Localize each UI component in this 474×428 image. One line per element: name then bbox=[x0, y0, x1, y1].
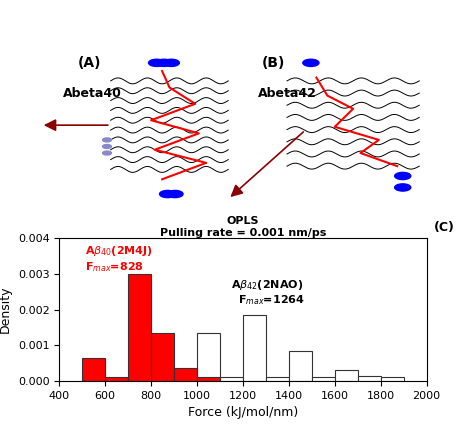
Circle shape bbox=[156, 59, 172, 66]
Bar bbox=[197, 333, 220, 381]
Text: Abeta40: Abeta40 bbox=[63, 87, 122, 101]
Bar bbox=[243, 315, 266, 381]
Bar bbox=[151, 333, 174, 381]
Bar bbox=[128, 274, 151, 381]
Text: Abeta42: Abeta42 bbox=[258, 87, 317, 101]
X-axis label: Force (kJ/mol/nm): Force (kJ/mol/nm) bbox=[188, 406, 298, 419]
Circle shape bbox=[102, 138, 111, 142]
Circle shape bbox=[102, 151, 111, 155]
Bar bbox=[82, 358, 105, 381]
Circle shape bbox=[102, 145, 111, 149]
Bar bbox=[289, 351, 312, 381]
Circle shape bbox=[148, 59, 164, 66]
Circle shape bbox=[160, 190, 176, 198]
Circle shape bbox=[395, 184, 411, 191]
Bar bbox=[220, 377, 243, 381]
Text: A$\beta_{42}$(2NAO): A$\beta_{42}$(2NAO) bbox=[231, 277, 304, 291]
Text: F$_{max}$=828: F$_{max}$=828 bbox=[84, 260, 143, 273]
Text: A$\beta_{40}$(2M4J): A$\beta_{40}$(2M4J) bbox=[84, 244, 152, 258]
Bar bbox=[174, 369, 197, 381]
Bar bbox=[266, 377, 289, 381]
Text: (A): (A) bbox=[78, 56, 101, 70]
Title: OPLS
Pulling rate = 0.001 nm/ps: OPLS Pulling rate = 0.001 nm/ps bbox=[160, 216, 326, 238]
Bar bbox=[358, 376, 381, 381]
Circle shape bbox=[167, 190, 183, 198]
Bar bbox=[381, 377, 404, 381]
Y-axis label: Density: Density bbox=[0, 286, 12, 333]
Text: (C): (C) bbox=[434, 221, 455, 234]
Bar bbox=[312, 377, 335, 381]
Bar bbox=[105, 377, 128, 381]
Circle shape bbox=[303, 59, 319, 66]
Bar bbox=[335, 370, 358, 381]
Text: F$_{max}$=1264: F$_{max}$=1264 bbox=[238, 294, 305, 307]
Circle shape bbox=[395, 172, 411, 180]
Text: (B): (B) bbox=[261, 56, 285, 70]
Circle shape bbox=[163, 59, 179, 66]
Bar bbox=[197, 377, 220, 381]
